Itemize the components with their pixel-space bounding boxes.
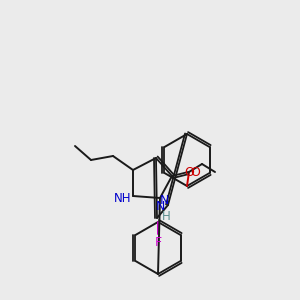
Text: H: H (162, 211, 170, 224)
Text: N: N (159, 194, 169, 208)
Text: O: O (190, 166, 200, 178)
Text: N: N (155, 200, 165, 212)
Text: NH: NH (114, 191, 132, 205)
Text: F: F (154, 236, 162, 248)
Text: O: O (184, 166, 194, 178)
